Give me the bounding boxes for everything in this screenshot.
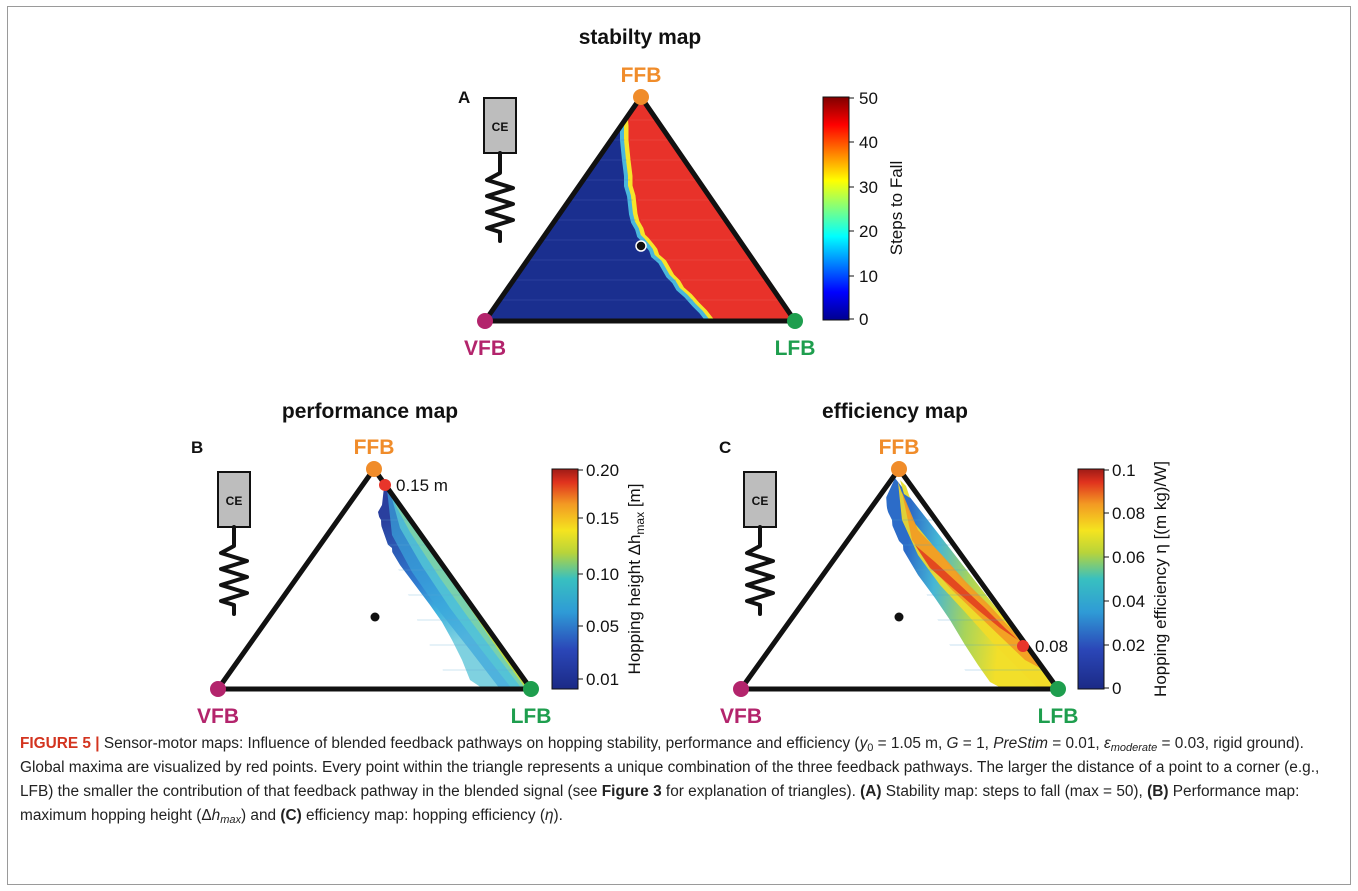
panel-a: stabilty map A CE FFB VFB LFB: [458, 26, 906, 360]
colorbar-c-tick: 0.1: [1112, 461, 1136, 480]
vfb-corner-marker: [733, 681, 749, 697]
stability-map-surface: [485, 97, 795, 321]
colorbar-c: 0.1 0.08 0.06 0.04 0.02 0 Hopping effici…: [1077, 461, 1170, 698]
colorbar-b-label: Hopping height Δhmax [m]: [625, 484, 647, 675]
center-point-c: [894, 612, 904, 622]
colorbar-b-tick: 0.15: [586, 509, 619, 528]
figure-3-reference: Figure 3: [601, 783, 662, 800]
panel-a-title: stabilty map: [579, 26, 702, 49]
triangle-outline-a: [482, 94, 798, 324]
panel-c-letter: C: [719, 438, 731, 457]
vfb-corner-marker: [477, 313, 493, 329]
lfb-label-b: LFB: [511, 705, 552, 728]
contractile-element-label: CE: [226, 494, 243, 508]
panel-b: performance map B CE 0.15 m FFB: [191, 400, 647, 728]
lfb-corner-marker: [787, 313, 803, 329]
triangle-outline-b: [215, 466, 534, 692]
maximum-point-c: [1017, 640, 1029, 652]
spring-icon: [485, 151, 515, 243]
colorbar-a-tick: 50: [859, 89, 878, 108]
figure-label: FIGURE 5 |: [20, 735, 100, 752]
colorbar-c-tick: 0.06: [1112, 548, 1145, 567]
performance-map-surface: [218, 469, 531, 689]
colorbar-c-label: Hopping efficiency η [(m kg)/W]: [1151, 461, 1170, 697]
lfb-corner-marker: [523, 681, 539, 697]
spring-icon: [745, 525, 775, 616]
maximum-point-b: [379, 479, 391, 491]
ffb-label-b: FFB: [354, 436, 395, 459]
actuator-a: CE: [483, 97, 517, 243]
colorbar-c-tick: 0: [1112, 679, 1121, 698]
center-point-a: [635, 240, 647, 252]
colorbar-a-tick: 10: [859, 267, 878, 286]
colorbar-a-label: Steps to Fall: [887, 161, 906, 256]
vfb-label-b: VFB: [197, 705, 239, 728]
ffb-label-c: FFB: [879, 436, 920, 459]
panel-c: efficiency map C CE 0.08 FFB VFB LFB: [719, 400, 1170, 728]
colorbar-b-tick: 0.20: [586, 461, 619, 480]
panel-c-title: efficiency map: [822, 400, 968, 423]
ffb-corner-marker: [633, 89, 649, 105]
lfb-corner-marker: [1050, 681, 1066, 697]
colorbar-c-tick: 0.02: [1112, 636, 1145, 655]
colorbar-a-tick: 40: [859, 133, 878, 152]
triangle-outline-c: [738, 466, 1061, 692]
contractile-element-box: [743, 471, 777, 528]
actuator-c: CE: [743, 471, 777, 616]
maximum-label-c: 0.08: [1035, 637, 1068, 656]
spring-icon: [219, 525, 249, 616]
colorbar-b-tick: 0.01: [586, 670, 619, 689]
colorbar-a-tick: 0: [859, 310, 868, 329]
ffb-label-a: FFB: [621, 64, 662, 87]
ffb-corner-marker: [366, 461, 382, 477]
contractile-element-label: CE: [492, 120, 509, 134]
colorbar-a-tick: 20: [859, 222, 878, 241]
vfb-label-c: VFB: [720, 705, 762, 728]
vfb-corner-marker: [210, 681, 226, 697]
maximum-label-b: 0.15 m: [396, 476, 448, 495]
colorbar-b: 0.20 0.15 0.10 0.05 0.01 Hopping height …: [551, 461, 647, 690]
contractile-element-label: CE: [752, 494, 769, 508]
panel-a-letter: A: [458, 88, 470, 107]
colorbar-c-tick: 0.08: [1112, 504, 1145, 523]
colorbar-b-tick: 0.05: [586, 617, 619, 636]
panel-b-letter: B: [191, 438, 203, 457]
actuator-b: CE: [217, 471, 251, 616]
colorbar-a-tick: 30: [859, 178, 878, 197]
colorbar-b-tick: 0.10: [586, 565, 619, 584]
panel-b-title: performance map: [282, 400, 458, 423]
colorbar-a: 50 40 30 20 10 0 Steps to Fall: [822, 89, 906, 329]
lfb-label-a: LFB: [775, 337, 816, 360]
contractile-element-box: [217, 471, 251, 528]
efficiency-map-surface: [741, 469, 1058, 689]
ffb-corner-marker: [891, 461, 907, 477]
figure-caption: FIGURE 5 | Sensor-motor maps: Influence …: [20, 735, 1320, 826]
lfb-label-c: LFB: [1038, 705, 1079, 728]
center-point-b: [370, 612, 380, 622]
colorbar-c-tick: 0.04: [1112, 592, 1145, 611]
vfb-label-a: VFB: [464, 337, 506, 360]
figure-graphic: stabilty map A CE FFB VFB LFB: [191, 26, 1170, 728]
